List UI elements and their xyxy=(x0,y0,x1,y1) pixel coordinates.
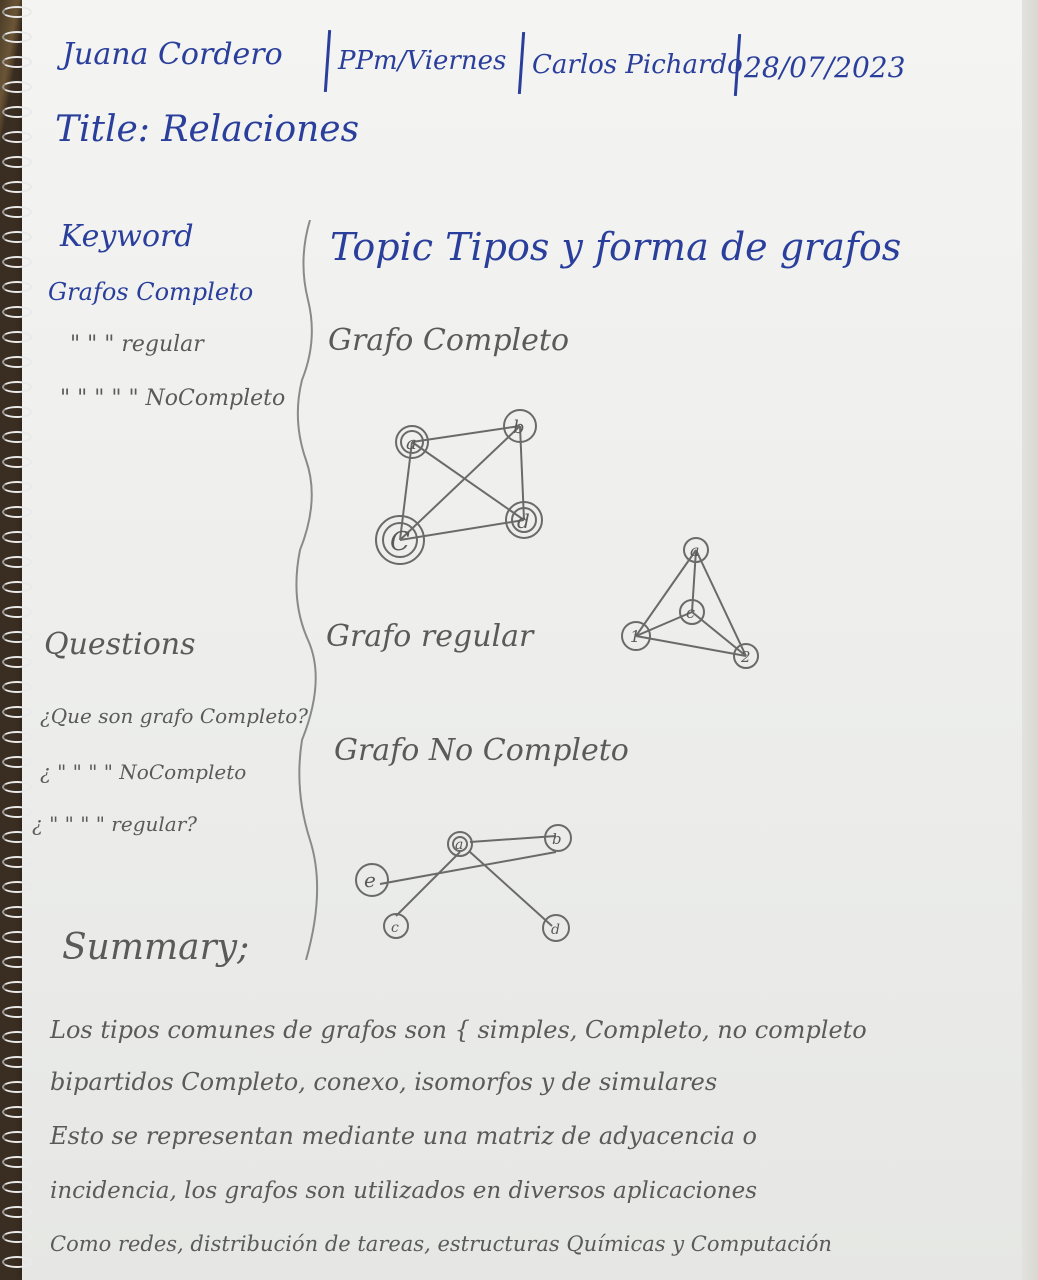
spiral-coil xyxy=(2,631,32,643)
regular-graph-drawing: a c 1 2 xyxy=(621,537,759,669)
node-center: c xyxy=(686,603,695,622)
node-d: d xyxy=(517,509,530,533)
spiral-coil xyxy=(2,756,32,768)
spiral-coil xyxy=(2,406,32,418)
spiral-coil xyxy=(2,281,32,293)
spiral-coil xyxy=(2,806,32,818)
questions-heading: Questions xyxy=(44,627,196,662)
keyword-item: " " " " " NoCompleto xyxy=(60,386,286,411)
page-stack-edge xyxy=(1022,0,1038,1280)
summary-line: Los tipos comunes de grafos son { simple… xyxy=(50,1016,867,1044)
keyword-item: " " " regular xyxy=(70,332,204,357)
spiral-coil xyxy=(2,931,32,943)
spiral-coil xyxy=(2,906,32,918)
complete-graph-drawing: a b C d xyxy=(375,409,543,565)
spiral-coil xyxy=(2,1006,32,1018)
spiral-coil xyxy=(2,881,32,893)
not-complete-graph-drawing: a b e c d xyxy=(355,824,572,942)
spiral-coil xyxy=(2,156,32,168)
spiral-coil xyxy=(2,1156,32,1168)
summary-heading: Summary; xyxy=(62,927,250,968)
spiral-coil xyxy=(2,1256,32,1268)
node-b: b xyxy=(513,417,525,438)
node-d: d xyxy=(551,922,560,938)
spiral-coil xyxy=(2,681,32,693)
spiral-coil xyxy=(2,56,32,68)
spiral-coil xyxy=(2,581,32,593)
node-e: e xyxy=(364,868,376,892)
student-name: Juana Cordero xyxy=(62,37,283,72)
spiral-coil xyxy=(2,831,32,843)
node-c: c xyxy=(391,920,399,936)
spiral-coil xyxy=(2,456,32,468)
node-b: b xyxy=(552,830,562,848)
question-item: ¿ " " " " regular? xyxy=(32,812,197,836)
spiral-coil xyxy=(2,1131,32,1143)
summary-line: Esto se representan mediante una matriz … xyxy=(50,1122,758,1150)
spiral-coil xyxy=(2,381,32,393)
node-2: 2 xyxy=(740,648,751,666)
spiral-coil xyxy=(2,231,32,243)
date: 28/07/2023 xyxy=(744,51,906,84)
spiral-coil xyxy=(2,306,32,318)
node-top: a xyxy=(690,541,700,560)
spiral-coil xyxy=(2,981,32,993)
spiral-coil xyxy=(2,706,32,718)
summary-line: incidencia, los grafos son utilizados en… xyxy=(50,1178,757,1204)
spiral-binding xyxy=(0,0,36,1280)
spiral-coil xyxy=(2,1081,32,1093)
page-title: Title: Relaciones xyxy=(55,109,360,150)
topic-heading: Topic Tipos y forma de grafos xyxy=(330,225,902,269)
spiral-coil xyxy=(2,206,32,218)
teacher-name: Carlos Pichardo xyxy=(532,50,743,80)
section-regular-graph: Grafo regular xyxy=(326,619,534,654)
spiral-coil xyxy=(2,731,32,743)
keyword-heading: Keyword xyxy=(60,219,194,254)
spiral-coil xyxy=(2,181,32,193)
spiral-coil xyxy=(2,431,32,443)
spiral-coil xyxy=(2,656,32,668)
section-not-complete-graph: Grafo No Completo xyxy=(334,733,629,768)
spiral-coil xyxy=(2,956,32,968)
question-item: ¿ " " " " NoCompleto xyxy=(40,760,247,784)
spiral-coil xyxy=(2,1031,32,1043)
spiral-coil xyxy=(2,1206,32,1218)
spiral-coil xyxy=(2,1056,32,1068)
spiral-coil xyxy=(2,331,32,343)
node-c: C xyxy=(390,527,410,557)
node-a: a xyxy=(455,837,463,853)
spiral-coil xyxy=(2,256,32,268)
spiral-coil xyxy=(2,606,32,618)
cornell-divider xyxy=(295,220,319,960)
keyword-item: Grafos Completo xyxy=(48,278,254,306)
spiral-coil xyxy=(2,781,32,793)
spiral-coil xyxy=(2,556,32,568)
summary-line: Como redes, distribución de tareas, estr… xyxy=(50,1232,832,1256)
spiral-coil xyxy=(2,1181,32,1193)
spiral-coil xyxy=(2,81,32,93)
spiral-coil xyxy=(2,31,32,43)
class-group: PPm/Viernes xyxy=(338,46,507,76)
spiral-coil xyxy=(2,506,32,518)
node-1: 1 xyxy=(630,627,640,646)
spiral-coil xyxy=(2,356,32,368)
spiral-coil xyxy=(2,106,32,118)
spiral-coil xyxy=(2,1231,32,1243)
spiral-coil xyxy=(2,1106,32,1118)
spiral-coil xyxy=(2,481,32,493)
spiral-coil xyxy=(2,131,32,143)
notebook-page xyxy=(22,0,1022,1280)
spiral-coil xyxy=(2,531,32,543)
spiral-coil xyxy=(2,6,32,18)
spiral-coil xyxy=(2,856,32,868)
summary-line: bipartidos Completo, conexo, isomorfos y… xyxy=(50,1068,718,1096)
node-a: a xyxy=(406,433,417,454)
question-item: ¿Que son grafo Completo? xyxy=(40,704,308,728)
section-complete-graph: Grafo Completo xyxy=(328,323,570,358)
